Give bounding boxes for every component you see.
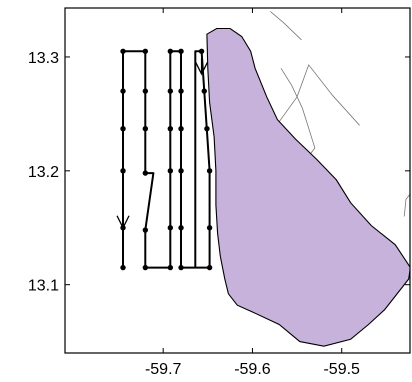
survey-station-19 (178, 48, 184, 54)
island-landmass (206, 27, 410, 347)
survey-station-25 (198, 48, 205, 54)
map-plot-area (116, 11, 410, 347)
survey-station-24 (178, 264, 184, 271)
survey-station-21 (178, 125, 184, 132)
y-axis-ticks: 13.3 13.2 13.1 (28, 50, 410, 295)
map-frame (64, 7, 411, 354)
survey-station-18 (167, 264, 174, 271)
survey-station-29 (206, 225, 213, 231)
track-direction-arrow-2 (194, 58, 209, 76)
survey-station-9 (142, 125, 149, 132)
survey-station-11 (142, 227, 149, 233)
survey-stations (120, 48, 213, 271)
x-tick-label: -59.6 (234, 361, 271, 378)
survey-station-4 (120, 168, 126, 174)
survey-station-20 (178, 88, 184, 94)
survey-station-12 (142, 264, 149, 271)
y-tick-label: 13.3 (28, 50, 59, 67)
depth-contour-line-4 (270, 11, 302, 41)
survey-station-23 (178, 225, 184, 231)
track-direction-arrow-1 (116, 211, 130, 230)
survey-station-6 (120, 264, 126, 271)
survey-station-8 (142, 88, 149, 94)
survey-station-28 (206, 168, 213, 174)
survey-station-10 (142, 170, 149, 176)
survey-station-30 (206, 264, 213, 271)
survey-station-26 (201, 88, 207, 94)
depth-contour-line-1 (280, 68, 316, 160)
survey-station-1 (120, 48, 126, 54)
survey-station-16 (167, 168, 174, 174)
survey-track-line (122, 50, 211, 269)
survey-station-14 (167, 88, 174, 94)
survey-station-15 (167, 125, 174, 132)
x-tick-label: -59.5 (323, 361, 360, 378)
survey-station-3 (120, 125, 126, 132)
survey-station-22 (178, 168, 184, 174)
survey-station-2 (120, 88, 126, 94)
y-tick-label: 13.2 (28, 164, 59, 181)
x-tick-label: -59.7 (145, 361, 182, 378)
survey-station-27 (204, 125, 210, 132)
survey-station-13 (167, 48, 174, 54)
survey-station-17 (167, 225, 174, 231)
survey-station-7 (142, 48, 149, 54)
y-tick-label: 13.1 (28, 278, 59, 295)
track-direction-arrows (116, 58, 209, 230)
x-axis-ticks: -59.7 -59.6 -59.5 (145, 8, 360, 378)
depth-contour-line-3 (403, 193, 410, 217)
